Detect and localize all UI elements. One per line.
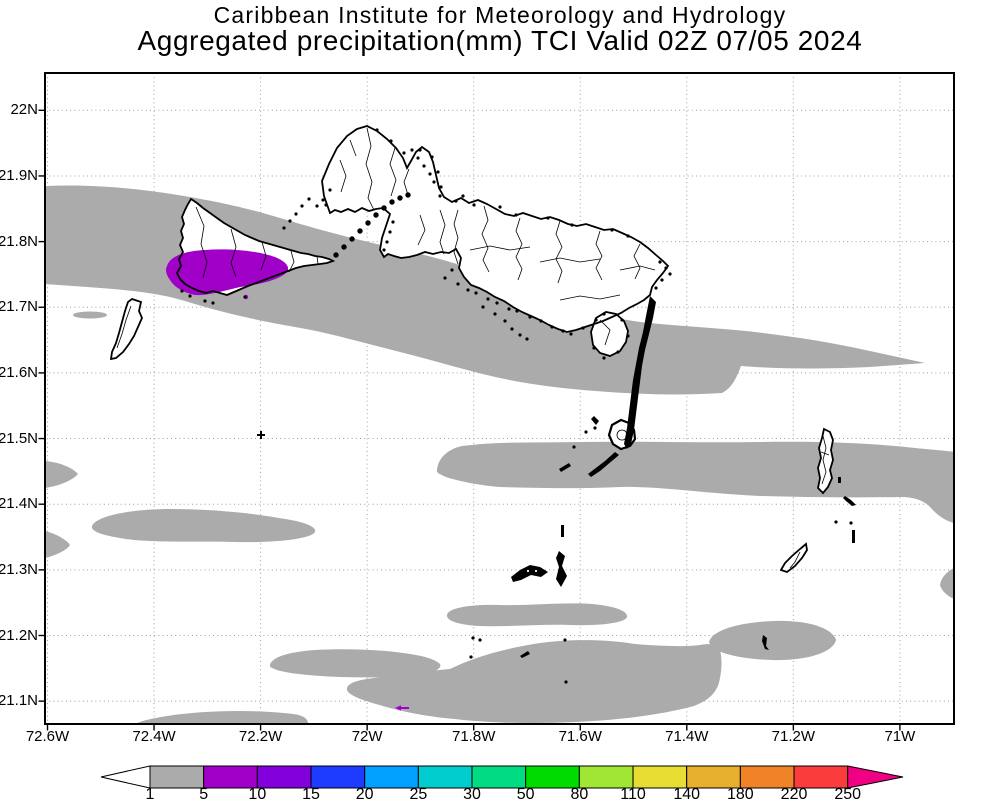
page-subtitle: Aggregated precipitation(mm) TCI Valid 0… — [137, 25, 863, 56]
cays-and-speckles — [180, 128, 856, 684]
axis-ticks — [38, 109, 901, 731]
precip-shading-5-10mm — [166, 249, 409, 711]
colorbar — [100, 765, 904, 789]
interior-boundaries — [116, 127, 830, 569]
map-frame — [44, 72, 955, 725]
page-title: Caribbean Institute for Meteorology and … — [213, 2, 787, 28]
